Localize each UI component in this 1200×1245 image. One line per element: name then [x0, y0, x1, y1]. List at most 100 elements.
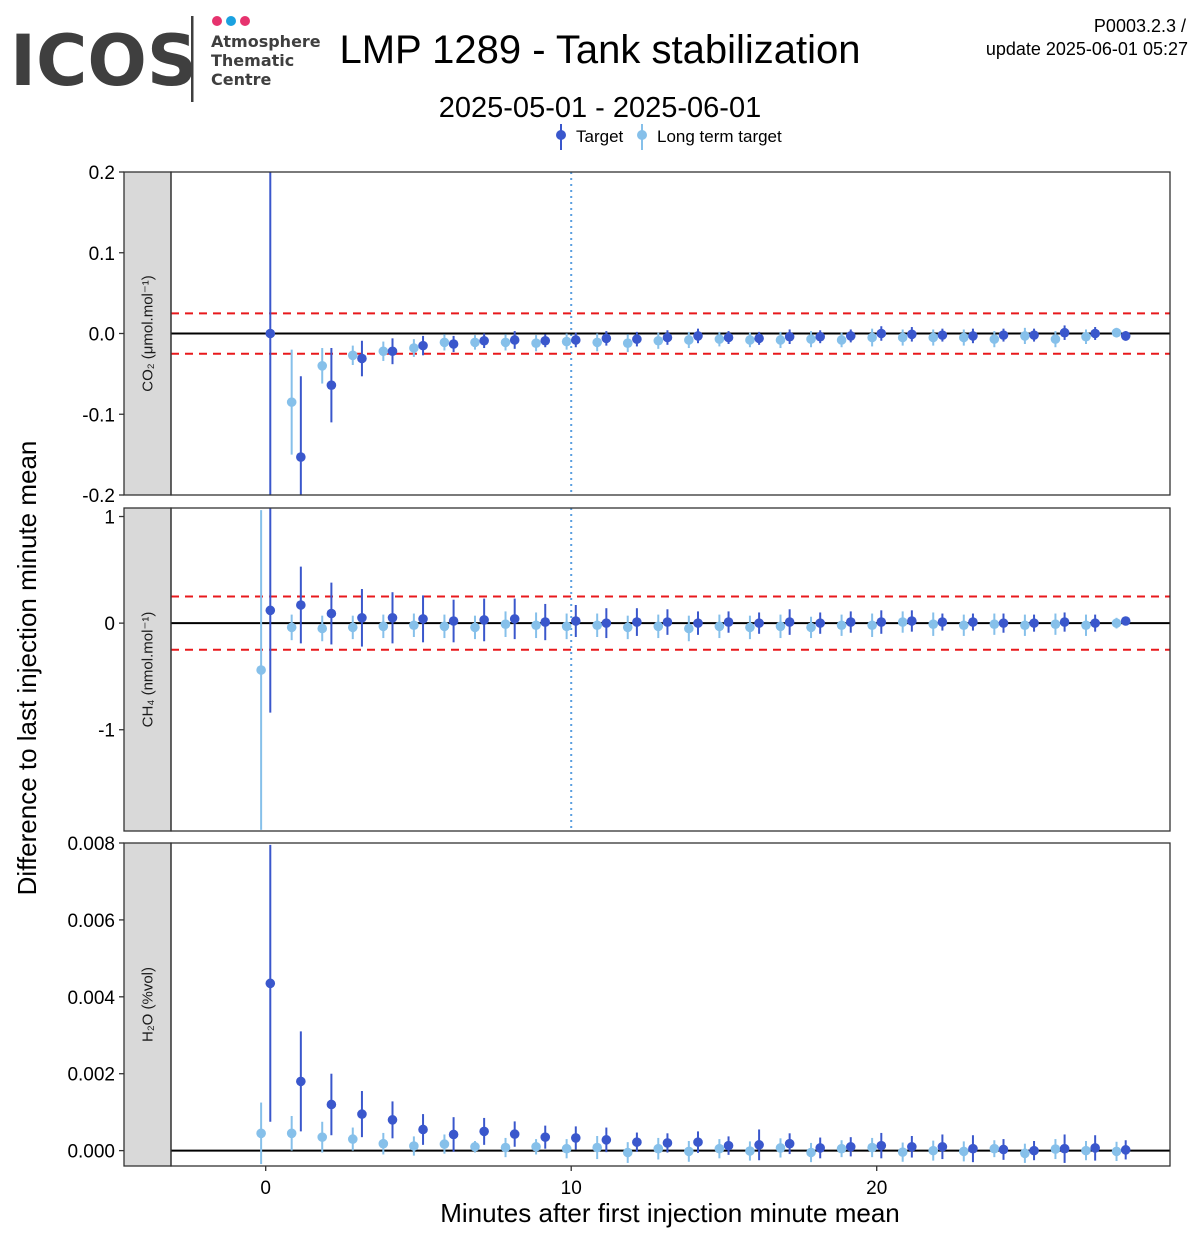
target-point [845, 617, 856, 627]
target-point [876, 617, 887, 627]
longterm-point [1020, 1148, 1030, 1159]
logo-divider [191, 16, 194, 102]
target-point [968, 1143, 978, 1154]
x-tick-label: 0 [260, 1178, 271, 1199]
target-point [509, 335, 520, 345]
longterm-point [714, 334, 725, 344]
longterm-point [531, 620, 541, 631]
target-point [907, 1141, 917, 1152]
longterm-point [347, 350, 358, 361]
target-point [693, 331, 703, 341]
target-point [357, 1109, 367, 1119]
target-point [570, 1133, 581, 1143]
icos-logo: ICOS Atmosphere Thematic Centre [10, 16, 321, 102]
longterm-point [836, 620, 847, 631]
target-point [296, 452, 306, 462]
longterm-point [286, 397, 297, 407]
target-point [998, 330, 1009, 340]
target-point [754, 1140, 764, 1150]
longterm-point [561, 336, 572, 347]
longterm-point [317, 1132, 328, 1142]
target-point [509, 614, 520, 624]
longterm-point [256, 665, 266, 675]
target-point [1090, 328, 1100, 339]
target-point [754, 618, 764, 628]
longterm-point [470, 337, 480, 348]
longterm-point [897, 332, 908, 343]
target-point [326, 1099, 337, 1110]
x-tick-label: 10 [561, 1178, 582, 1199]
panel-border [170, 507, 1171, 832]
longterm-point [592, 620, 602, 631]
longterm-point [714, 621, 725, 632]
y-tick-label: -0.1 [82, 405, 115, 426]
logo-line-1: Atmosphere [211, 32, 321, 51]
longterm-point [1050, 1144, 1061, 1154]
target-point [815, 331, 825, 342]
target-point [448, 616, 459, 626]
longterm-point [470, 1141, 480, 1152]
target-point [296, 600, 306, 610]
longterm-point [347, 1134, 358, 1144]
target-point [479, 615, 489, 625]
target-point [754, 333, 764, 344]
target-point [693, 618, 703, 628]
longterm-point [684, 1146, 694, 1157]
y-tick-label: 0.006 [67, 911, 115, 932]
target-point [845, 1141, 856, 1152]
longterm-point [745, 1146, 755, 1156]
longterm-point [561, 621, 572, 632]
target-point [876, 328, 887, 339]
longterm-point [439, 337, 450, 348]
target-point [968, 617, 978, 627]
target-point [448, 1129, 459, 1140]
longterm-point [531, 338, 541, 348]
longterm-point [317, 623, 328, 634]
facet-strip-label: CH₄ (nmol.mol⁻¹) [140, 612, 157, 728]
longterm-point [378, 346, 389, 357]
longterm-point [806, 622, 816, 633]
target-point [601, 333, 612, 344]
target-point [265, 978, 276, 989]
longterm-point [989, 619, 1000, 629]
logo-line-2: Thematic [211, 51, 294, 70]
logo-line-3: Centre [211, 70, 272, 89]
update-timestamp: update 2025-06-01 05:27 [986, 39, 1188, 59]
longterm-point [378, 1138, 389, 1149]
logo-dot-2 [226, 16, 236, 26]
longterm-point [561, 1143, 572, 1154]
longterm-point [745, 335, 755, 345]
longterm-point [836, 1143, 847, 1154]
longterm-point [928, 1145, 939, 1156]
chart-title: LMP 1289 - Tank stabilization [339, 28, 860, 72]
longterm-point [592, 337, 602, 348]
target-point [1090, 618, 1100, 628]
y-tick-label: 0.2 [89, 163, 115, 184]
panel-1: CO₂ (μmol.mol⁻¹) 0.2 0.1 0.0 -0.1 -0.2 [82, 163, 1171, 507]
target-point [784, 331, 795, 342]
facet-strip-label: H₂O (%vol) [140, 967, 157, 1042]
target-point [662, 1138, 673, 1148]
longterm-point [806, 1147, 816, 1158]
target-point [265, 328, 276, 339]
logo-dot-3 [240, 16, 250, 26]
panel-content [171, 508, 1170, 831]
y-tick-label: 0.000 [67, 1142, 115, 1163]
longterm-point [806, 334, 816, 344]
panel-content [171, 844, 1170, 1165]
target-point [784, 1138, 795, 1149]
longterm-point [1111, 1146, 1122, 1157]
target-point [968, 331, 978, 341]
plot-background [171, 508, 1170, 831]
target-point [1029, 330, 1039, 340]
target-point [448, 339, 459, 349]
longterm-point [439, 621, 450, 632]
longterm-point [867, 332, 877, 343]
target-point [601, 618, 612, 628]
target-point [296, 1076, 306, 1087]
y-tick-label: 0.008 [67, 834, 115, 855]
chart-subtitle: 2025-05-01 - 2025-06-01 [439, 92, 761, 124]
target-point [601, 1135, 612, 1145]
y-tick-label: 0.0 [89, 325, 115, 346]
target-point [387, 1115, 398, 1125]
